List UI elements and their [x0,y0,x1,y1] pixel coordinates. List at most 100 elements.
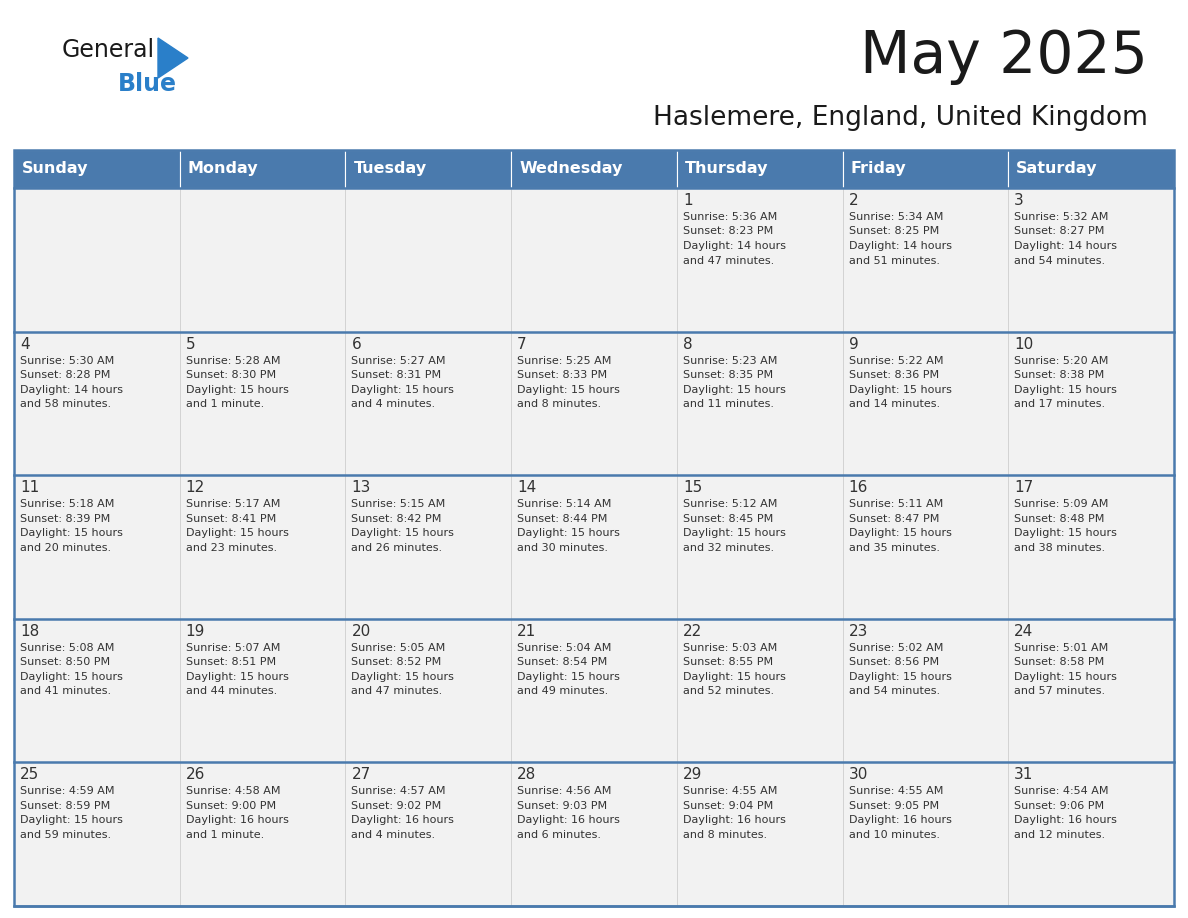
Bar [511,150,677,188]
Text: Sunrise: 5:34 AM: Sunrise: 5:34 AM [848,212,943,222]
Text: 8: 8 [683,337,693,352]
Text: Daylight: 15 hours: Daylight: 15 hours [848,385,952,395]
Text: and 32 minutes.: and 32 minutes. [683,543,775,553]
Text: 4: 4 [20,337,30,352]
Text: 11: 11 [20,480,39,495]
Bar [511,331,677,476]
Bar [1009,619,1174,763]
Text: Sunrise: 5:12 AM: Sunrise: 5:12 AM [683,499,777,509]
Polygon shape [158,38,188,78]
Text: 3: 3 [1015,193,1024,208]
Text: 6: 6 [352,337,361,352]
Text: Sunset: 8:25 PM: Sunset: 8:25 PM [848,227,939,237]
Text: and 12 minutes.: and 12 minutes. [1015,830,1105,840]
Text: Daylight: 14 hours: Daylight: 14 hours [848,241,952,251]
Text: and 11 minutes.: and 11 minutes. [683,399,773,409]
Bar [842,188,1009,331]
Text: 27: 27 [352,767,371,782]
Bar [511,476,677,619]
Bar [511,619,677,763]
Text: Sunset: 8:42 PM: Sunset: 8:42 PM [352,514,442,523]
Text: Daylight: 15 hours: Daylight: 15 hours [185,672,289,682]
Text: and 59 minutes.: and 59 minutes. [20,830,112,840]
Text: Daylight: 16 hours: Daylight: 16 hours [352,815,454,825]
Text: 31: 31 [1015,767,1034,782]
Text: Sunset: 9:04 PM: Sunset: 9:04 PM [683,800,773,811]
Text: May 2025: May 2025 [860,28,1148,85]
Text: Daylight: 15 hours: Daylight: 15 hours [683,528,785,538]
Text: Daylight: 15 hours: Daylight: 15 hours [683,385,785,395]
Text: Daylight: 15 hours: Daylight: 15 hours [1015,385,1117,395]
Bar [14,763,179,906]
Text: 29: 29 [683,767,702,782]
Text: Sunset: 8:27 PM: Sunset: 8:27 PM [1015,227,1105,237]
Text: Sunrise: 5:04 AM: Sunrise: 5:04 AM [517,643,612,653]
Text: Daylight: 15 hours: Daylight: 15 hours [185,528,289,538]
Text: and 41 minutes.: and 41 minutes. [20,687,112,696]
Text: Sunrise: 5:02 AM: Sunrise: 5:02 AM [848,643,943,653]
Bar [511,188,677,331]
Bar [842,763,1009,906]
Bar [14,331,179,476]
Text: Friday: Friday [851,162,906,176]
Text: and 57 minutes.: and 57 minutes. [1015,687,1105,696]
Text: Sunset: 8:56 PM: Sunset: 8:56 PM [848,657,939,667]
Text: Daylight: 16 hours: Daylight: 16 hours [683,815,785,825]
Text: 12: 12 [185,480,206,495]
Text: Tuesday: Tuesday [353,162,426,176]
Text: Sunrise: 5:25 AM: Sunrise: 5:25 AM [517,355,612,365]
Text: Daylight: 15 hours: Daylight: 15 hours [185,385,289,395]
Bar [179,188,346,331]
Text: General: General [62,38,156,62]
Text: Sunset: 9:03 PM: Sunset: 9:03 PM [517,800,607,811]
Text: and 1 minute.: and 1 minute. [185,830,264,840]
Bar [842,150,1009,188]
Text: Sunset: 8:52 PM: Sunset: 8:52 PM [352,657,442,667]
Text: 28: 28 [517,767,537,782]
Text: Sunset: 8:44 PM: Sunset: 8:44 PM [517,514,607,523]
Text: Sunset: 8:51 PM: Sunset: 8:51 PM [185,657,276,667]
Bar [1009,763,1174,906]
Text: Haslemere, England, United Kingdom: Haslemere, England, United Kingdom [653,105,1148,131]
Text: and 38 minutes.: and 38 minutes. [1015,543,1105,553]
Text: and 52 minutes.: and 52 minutes. [683,687,775,696]
Bar [1009,331,1174,476]
Bar [346,150,511,188]
Text: Sunset: 8:30 PM: Sunset: 8:30 PM [185,370,276,380]
Text: 26: 26 [185,767,206,782]
Text: and 30 minutes.: and 30 minutes. [517,543,608,553]
Text: 21: 21 [517,624,537,639]
Text: and 47 minutes.: and 47 minutes. [683,255,775,265]
Text: 20: 20 [352,624,371,639]
Text: 30: 30 [848,767,868,782]
Text: Sunrise: 5:11 AM: Sunrise: 5:11 AM [848,499,943,509]
Text: and 35 minutes.: and 35 minutes. [848,543,940,553]
Bar [346,763,511,906]
Bar [1009,476,1174,619]
Text: Sunrise: 5:15 AM: Sunrise: 5:15 AM [352,499,446,509]
Bar [179,476,346,619]
Text: and 26 minutes.: and 26 minutes. [352,543,443,553]
Text: Blue: Blue [118,72,177,96]
Text: Sunset: 8:48 PM: Sunset: 8:48 PM [1015,514,1105,523]
Text: Sunrise: 5:30 AM: Sunrise: 5:30 AM [20,355,114,365]
Text: Sunset: 8:28 PM: Sunset: 8:28 PM [20,370,110,380]
Bar [677,619,842,763]
Bar [677,188,842,331]
Bar [14,188,179,331]
Text: Sunrise: 5:32 AM: Sunrise: 5:32 AM [1015,212,1108,222]
Text: Sunset: 8:55 PM: Sunset: 8:55 PM [683,657,773,667]
Text: Sunset: 8:33 PM: Sunset: 8:33 PM [517,370,607,380]
Text: 25: 25 [20,767,39,782]
Text: and 8 minutes.: and 8 minutes. [517,399,601,409]
Text: Daylight: 15 hours: Daylight: 15 hours [517,385,620,395]
Text: 15: 15 [683,480,702,495]
Bar [179,763,346,906]
Text: Daylight: 15 hours: Daylight: 15 hours [1015,528,1117,538]
Text: Wednesday: Wednesday [519,162,623,176]
Text: Thursday: Thursday [684,162,769,176]
Text: Sunset: 9:02 PM: Sunset: 9:02 PM [352,800,442,811]
Bar [677,763,842,906]
Text: Daylight: 16 hours: Daylight: 16 hours [185,815,289,825]
Text: and 20 minutes.: and 20 minutes. [20,543,112,553]
